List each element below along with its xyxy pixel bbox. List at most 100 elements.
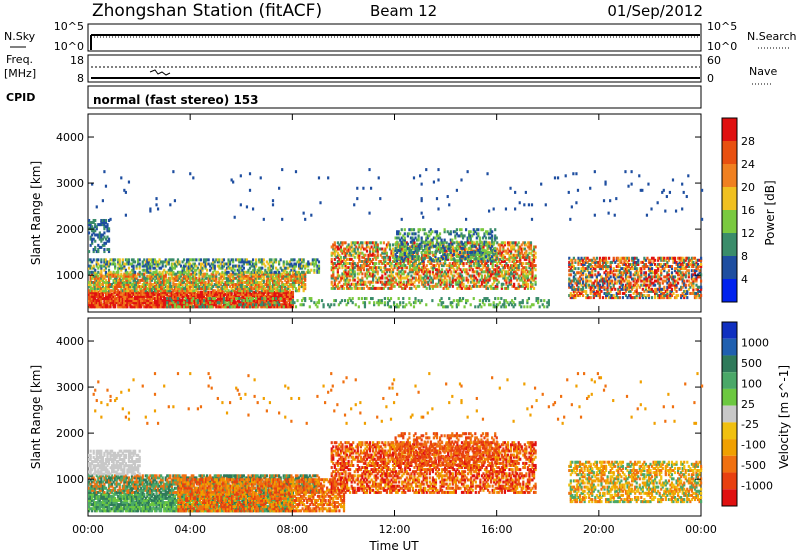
echo-bin — [403, 281, 405, 284]
echo-bin — [393, 285, 395, 288]
echo-bin — [103, 248, 105, 251]
echo-bin — [460, 228, 462, 231]
echo-bin — [570, 273, 572, 276]
echo-bin — [318, 265, 320, 268]
echo-bin — [361, 272, 363, 275]
echo-bin — [457, 247, 459, 250]
echo-bin — [582, 294, 584, 297]
echo-bin — [298, 271, 300, 274]
echo-bin — [396, 241, 398, 244]
echo-bin — [97, 258, 99, 261]
echo-bin — [493, 243, 495, 246]
echo-bin — [528, 256, 530, 259]
echo-bin — [405, 259, 407, 262]
echo-bin — [280, 258, 282, 261]
echo-bin — [451, 243, 453, 246]
echo-bin — [476, 241, 478, 244]
echo-bin — [534, 252, 536, 255]
echo-bin — [340, 256, 342, 259]
echo-bin — [114, 263, 116, 266]
echo-bin — [533, 287, 535, 290]
echo-bin — [109, 271, 111, 274]
echo-bin — [389, 243, 391, 246]
echo-bin — [395, 279, 397, 282]
echo-bin — [318, 260, 320, 263]
echo-bin — [310, 269, 312, 272]
echo-bin — [303, 271, 305, 274]
echo-bin — [232, 258, 234, 261]
echo-bin — [467, 279, 469, 282]
echo-bin — [221, 271, 223, 274]
echo-bin — [93, 258, 95, 261]
echo-bin — [93, 265, 95, 268]
echo-bin — [289, 289, 291, 292]
beam-label: Beam 12 — [370, 2, 437, 20]
echo-bin — [419, 228, 421, 231]
echo-bin — [574, 267, 576, 270]
echo-bin — [534, 281, 536, 284]
echo-bin — [471, 241, 473, 244]
echo-bin — [344, 241, 346, 244]
echo-bin — [413, 228, 415, 231]
echo-bin — [525, 266, 527, 269]
echo-bin — [518, 241, 520, 244]
echo-bin — [462, 283, 464, 286]
echo-bin — [479, 236, 481, 239]
echo-bin — [450, 270, 452, 273]
echo-bin — [494, 228, 496, 231]
nave-tick-bottom: 0 — [707, 72, 714, 85]
echo-bin — [103, 231, 105, 234]
nave-label: Nave — [749, 65, 777, 78]
echo-bin — [108, 238, 110, 241]
echo-bin — [361, 277, 363, 280]
echo-bin — [208, 258, 210, 261]
echo-bin — [134, 260, 136, 263]
echo-bin — [183, 258, 185, 261]
echo-bin — [114, 258, 116, 261]
echo-bin — [457, 243, 459, 246]
echo-bin — [218, 258, 220, 261]
echo-bin — [252, 258, 254, 261]
echo-bin — [195, 258, 197, 261]
echo-bin — [463, 251, 465, 254]
echo-bin — [361, 241, 363, 244]
echo-bin — [354, 270, 356, 273]
echo-bin — [401, 228, 403, 231]
echo-bin — [504, 241, 506, 244]
echo-bin — [105, 271, 107, 274]
echo-bin — [172, 271, 174, 274]
nsky-tick-bottom: 10^0 — [54, 40, 84, 53]
echo-bin — [383, 241, 385, 244]
echo-bin — [97, 271, 99, 274]
echo-bin — [522, 262, 524, 265]
echo-bin — [496, 236, 498, 239]
echo-bin — [108, 227, 110, 230]
echo-bin — [399, 232, 401, 235]
echo-bin — [139, 258, 141, 261]
echo-bin — [440, 239, 442, 242]
echo-bin — [421, 236, 423, 239]
echo-bin — [354, 279, 356, 282]
nave-tick-top: 60 — [707, 54, 721, 67]
echo-bin — [313, 269, 315, 272]
echo-bin — [424, 257, 426, 260]
echo-bin — [425, 247, 427, 250]
echo-bin — [534, 274, 536, 277]
echo-bin — [482, 228, 484, 231]
echo-bin — [178, 260, 180, 263]
echo-bin — [227, 271, 229, 274]
echo-bin — [128, 258, 130, 261]
echo-bin — [334, 241, 336, 244]
echo-bin — [465, 228, 467, 231]
echo-bin — [527, 283, 529, 286]
echo-bin — [404, 236, 406, 239]
echo-bin — [477, 232, 479, 235]
echo-bin — [223, 258, 225, 261]
echo-bin — [366, 250, 368, 253]
echo-bin — [270, 258, 272, 261]
echo-bin — [442, 257, 444, 260]
echo-bin — [304, 283, 306, 286]
echo-bin — [453, 274, 455, 277]
echo-bin — [293, 258, 295, 261]
echo-bin — [261, 267, 263, 270]
